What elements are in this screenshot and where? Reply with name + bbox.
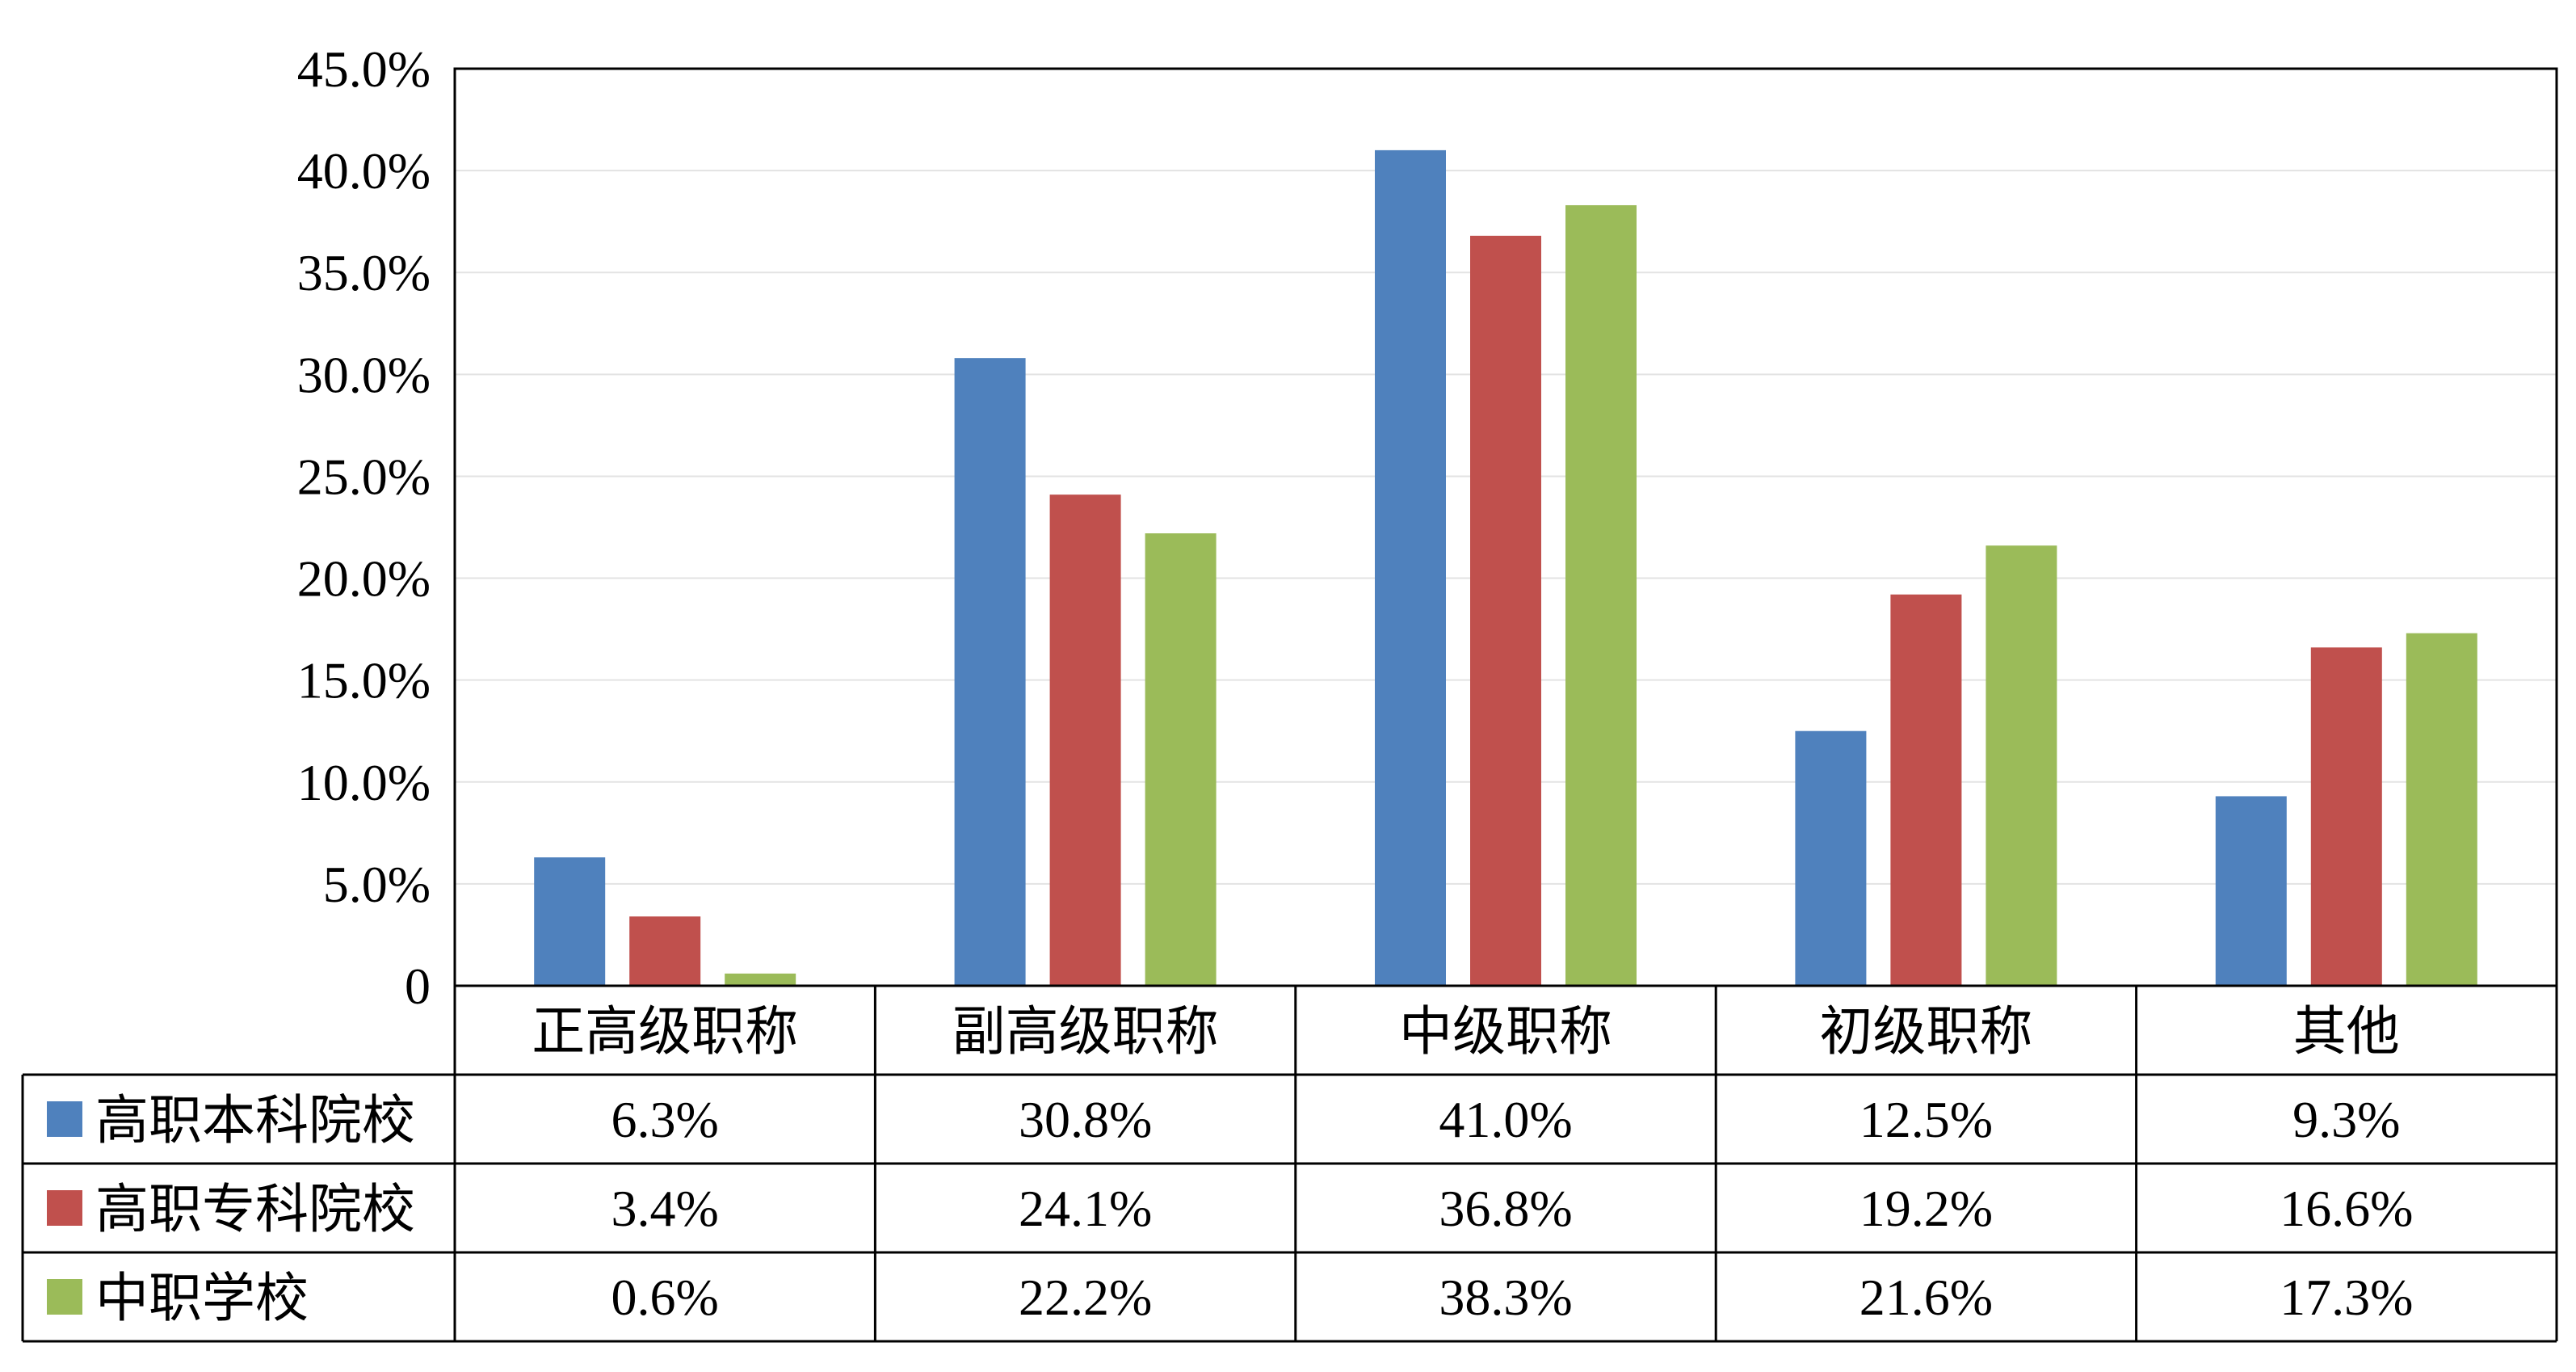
data-label: 19.2% — [1860, 1180, 1993, 1237]
category-label: 初级职称 — [1819, 1000, 2032, 1063]
bar — [1470, 236, 1541, 986]
bar — [1986, 545, 2057, 986]
bar — [629, 916, 700, 986]
category-label: 中级职称 — [1399, 1000, 1612, 1063]
data-label: 3.4% — [611, 1180, 719, 1237]
data-label: 30.8% — [1019, 1091, 1152, 1148]
series-name: 高职专科院校 — [95, 1178, 415, 1240]
bar — [534, 857, 605, 986]
data-label: 22.2% — [1019, 1269, 1152, 1326]
y-tick-label: 15.0% — [297, 652, 431, 709]
y-tick-label: 40.0% — [297, 142, 431, 200]
bar — [1890, 595, 1961, 986]
bar — [1565, 205, 1637, 986]
series-name: 中职学校 — [95, 1267, 309, 1329]
data-label: 16.6% — [2280, 1180, 2413, 1237]
category-label: 副高级职称 — [952, 1000, 1219, 1063]
bar — [2216, 796, 2287, 986]
category-label: 正高级职称 — [532, 1000, 798, 1063]
legend-key — [47, 1279, 82, 1315]
data-label: 38.3% — [1439, 1269, 1572, 1326]
y-tick-label: 5.0% — [323, 856, 431, 913]
data-label: 12.5% — [1860, 1091, 1993, 1148]
y-tick-label: 30.0% — [297, 346, 431, 403]
data-label: 21.6% — [1860, 1269, 1993, 1326]
y-tick-label: 45.0% — [297, 40, 431, 98]
data-label: 24.1% — [1019, 1180, 1152, 1237]
data-label: 9.3% — [2292, 1091, 2400, 1148]
bar — [955, 358, 1026, 986]
data-label: 17.3% — [2280, 1269, 2413, 1326]
legend-key — [47, 1190, 82, 1226]
bar — [1050, 495, 1121, 986]
bar — [1795, 731, 1866, 986]
bar — [725, 974, 796, 986]
y-tick-label: 10.0% — [297, 754, 431, 811]
y-tick-label: 25.0% — [297, 448, 431, 505]
bar — [2406, 633, 2477, 986]
bar — [1145, 533, 1217, 986]
bar — [2311, 647, 2382, 986]
data-label: 36.8% — [1439, 1180, 1572, 1237]
y-tick-label: 0 — [405, 957, 431, 1015]
y-tick-label: 20.0% — [297, 550, 431, 608]
category-label: 其他 — [2293, 1000, 2400, 1063]
data-label: 6.3% — [611, 1091, 719, 1148]
bar — [1375, 150, 1446, 986]
data-label: 41.0% — [1439, 1091, 1572, 1148]
data-label: 0.6% — [611, 1269, 719, 1326]
y-tick-label: 35.0% — [297, 244, 431, 301]
series-name: 高职本科院校 — [95, 1089, 415, 1151]
legend-key — [47, 1101, 82, 1137]
